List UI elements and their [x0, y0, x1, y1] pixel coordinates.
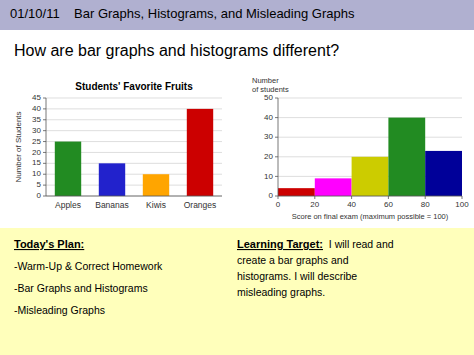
x-tick-label: Oranges	[184, 200, 217, 210]
y-tick-label: 30	[32, 126, 41, 135]
x-tick-label: Apples	[55, 200, 81, 210]
bar	[187, 109, 213, 196]
histogram-bar	[278, 188, 315, 196]
header-bar	[0, 0, 474, 30]
tick-mark	[43, 185, 46, 186]
grid-line	[46, 98, 222, 99]
tick-mark	[43, 141, 46, 142]
tick-mark	[43, 98, 46, 99]
tick-mark	[462, 196, 463, 199]
x-tick-label: Bananas	[95, 200, 129, 210]
text-line: I will read and	[323, 238, 394, 250]
y-tick-label: 30	[264, 132, 273, 141]
tick-mark	[275, 137, 278, 138]
tick-mark	[278, 196, 279, 199]
chart-title: Students' Favorite Fruits	[75, 81, 193, 92]
y-tick-label: 10	[264, 172, 273, 181]
plan-title: Today's Plan:	[14, 238, 84, 250]
bar-chart: 0 5 10 1520 25 30 35 40 45 Apples Bananas Kiwis Oran…	[14, 81, 222, 210]
y-tick-label: 20	[32, 148, 41, 157]
slide: 01/10/11 Bar Graphs, Histograms, and Mis…	[0, 0, 474, 355]
tick-mark	[43, 196, 46, 197]
tick-mark	[275, 98, 278, 99]
x-tick-label: 0	[276, 200, 281, 209]
x-tick-label: 60	[384, 200, 393, 209]
grid-line	[278, 137, 462, 138]
plan-item: -Misleading Graphs	[14, 304, 105, 316]
x-tick-label: 80	[421, 200, 430, 209]
tick-mark	[275, 117, 278, 118]
target-title: Learning Target:	[237, 238, 323, 250]
grid-line	[46, 196, 222, 197]
x-tick-label: 40	[347, 200, 356, 209]
grid-line	[278, 117, 462, 118]
histogram-bar	[425, 151, 462, 196]
x-tick-label: Kiwis	[146, 200, 166, 210]
histogram-bar	[388, 118, 425, 196]
bottom-panel	[0, 228, 474, 355]
y-tick-label: 35	[32, 115, 41, 124]
tick-mark	[388, 196, 389, 199]
histogram-bar	[315, 178, 352, 196]
y-tick-label: 45	[32, 93, 41, 102]
y-tick-label: 0	[269, 191, 274, 200]
plan-item: -Warm-Up & Correct Homework	[14, 260, 163, 272]
y-axis-label: Number of Students	[14, 111, 23, 182]
y-axis-label: Numberof students	[252, 76, 289, 94]
grid-line	[278, 196, 462, 197]
text-line: create a bar graphs and	[237, 254, 349, 266]
bar	[99, 163, 125, 196]
histogram-chart: 0 10 20 30 40 50 0 20 40 60 80 100 Score on final ex…	[252, 76, 469, 221]
x-tick-label: 100	[455, 200, 469, 209]
y-axis-line	[278, 98, 279, 196]
tick-mark	[425, 196, 426, 199]
y-tick-label: 40	[264, 113, 273, 122]
tick-mark	[43, 152, 46, 153]
tick-mark	[275, 196, 278, 197]
text-line: misleading graphs.	[237, 286, 325, 298]
y-tick-label: 15	[32, 158, 41, 167]
x-axis-label: Score on final exam (maximum possible = …	[292, 212, 449, 221]
label-line: Number	[252, 76, 279, 85]
text-line: histograms. I will describe	[237, 270, 357, 282]
y-tick-label: 5	[37, 180, 42, 189]
histogram-bar	[352, 157, 389, 196]
target-text: I will read and create a bar graphs and hi…	[237, 238, 394, 298]
header-text: 01/10/11 Bar Graphs, Histograms, and Mis…	[10, 6, 355, 21]
tick-mark	[43, 130, 46, 131]
y-tick-label: 0	[37, 191, 42, 200]
question-text: How are bar graphs and histograms differ…	[14, 42, 339, 59]
y-tick-label: 40	[32, 104, 41, 113]
label-line: of students	[252, 85, 289, 94]
y-tick-label: 25	[32, 137, 41, 146]
tick-mark	[43, 163, 46, 164]
tick-mark	[314, 196, 315, 199]
y-tick-label: 20	[264, 152, 273, 161]
bar	[143, 174, 169, 196]
x-axis-line	[278, 196, 462, 197]
tick-mark	[43, 174, 46, 175]
y-axis-line	[46, 98, 47, 196]
y-tick-label: 50	[264, 93, 273, 102]
grid-line	[278, 98, 462, 99]
x-tick-label: 20	[310, 200, 319, 209]
tick-mark	[275, 176, 278, 177]
x-axis-line	[46, 196, 222, 197]
tick-mark	[275, 156, 278, 157]
marks	[278, 118, 462, 196]
marks	[55, 109, 213, 196]
tick-mark	[43, 119, 46, 120]
tick-mark	[351, 196, 352, 199]
bar	[55, 142, 81, 196]
y-tick-label: 10	[32, 169, 41, 178]
plan-item: -Bar Graphs and Histograms	[14, 282, 148, 294]
tick-mark	[43, 108, 46, 109]
